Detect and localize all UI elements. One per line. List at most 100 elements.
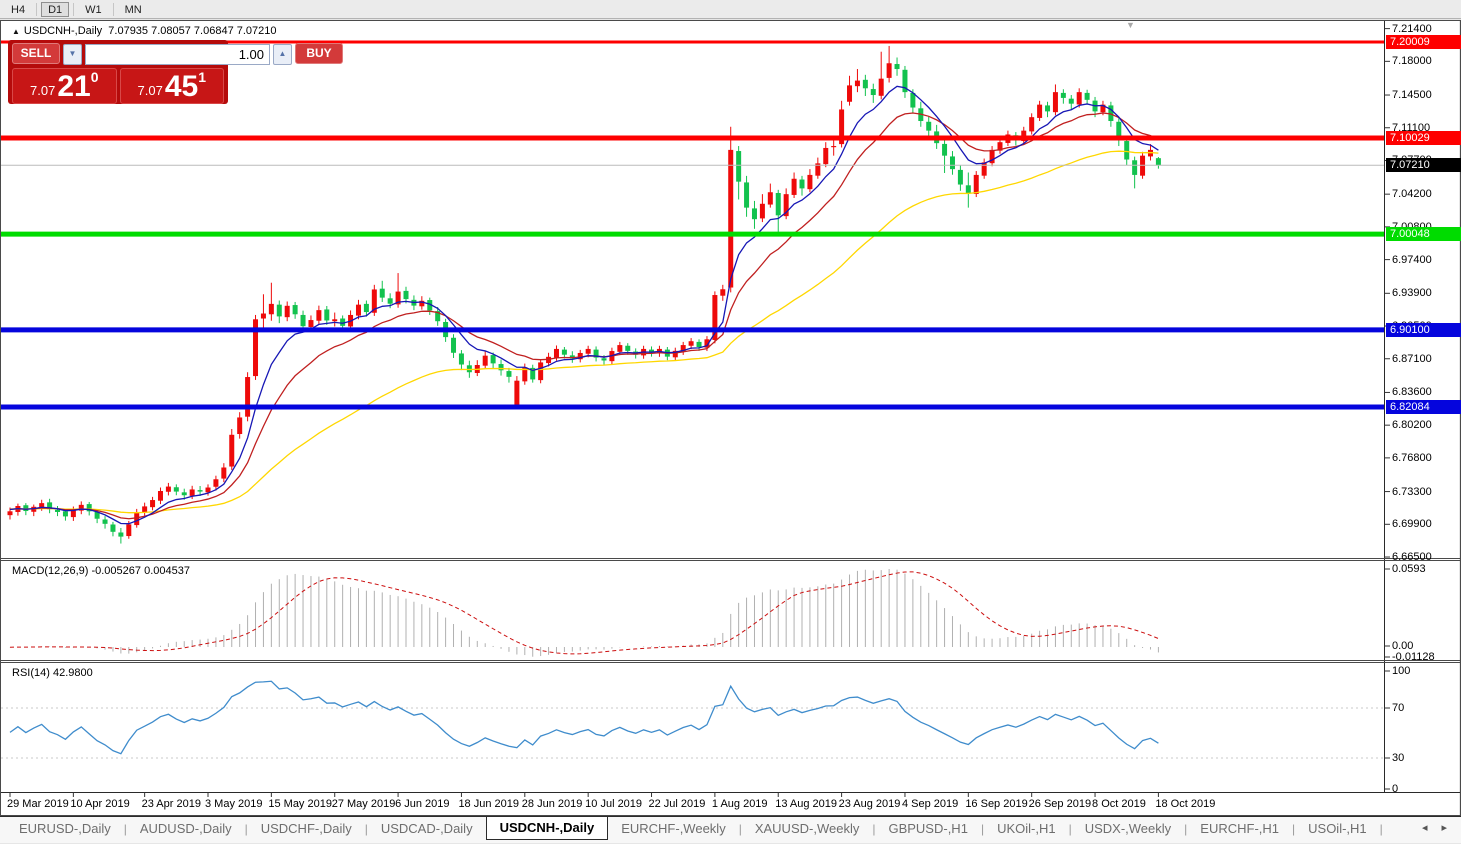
sell-price-big: 21 bbox=[57, 70, 91, 103]
chart-tab-bar: EURUSD-,Daily | AUDUSD-,Daily | USDCHF-,Dail… bbox=[0, 816, 1461, 843]
price-axis-tick: 6.73300 bbox=[1392, 485, 1432, 498]
macd-axis-tick: 0.0593 bbox=[1392, 563, 1426, 575]
price-axis-tick: 7.04200 bbox=[1392, 188, 1432, 201]
tab-scroll-right-icon[interactable]: ▸ bbox=[1441, 822, 1461, 834]
rsi-axis-tick: 100 bbox=[1392, 665, 1411, 677]
price-badge: 7.00048 bbox=[1386, 227, 1461, 242]
price-axis-tick: 6.80200 bbox=[1392, 419, 1432, 432]
tab-eurusd-daily[interactable]: EURUSD-,Daily bbox=[19, 821, 111, 836]
timeframe-h4-button[interactable]: H4 bbox=[4, 2, 32, 17]
tab-eurchf-h1[interactable]: EURCHF-,H1 bbox=[1200, 821, 1280, 836]
chart-title: ▲ USDCNH-,Daily 7.07935 7.08057 7.06847 7… bbox=[12, 25, 277, 37]
tab-audusd-daily[interactable]: AUDUSD-,Daily bbox=[139, 821, 232, 836]
tab-separator: | bbox=[123, 822, 127, 836]
sell-price-sup: 0 bbox=[90, 69, 99, 85]
tab-gbpusd-h1[interactable]: GBPUSD-,H1 bbox=[888, 821, 968, 836]
tab-separator: | bbox=[1292, 822, 1296, 836]
date-axis-label: 18 Jun 2019 bbox=[458, 798, 519, 810]
tab-separator: | bbox=[1379, 822, 1383, 836]
rsi-axis-tick: 30 bbox=[1392, 752, 1405, 764]
price-axis-tick: 7.18000 bbox=[1392, 55, 1432, 68]
tab-separator: | bbox=[1184, 822, 1188, 836]
date-axis-label: 13 Aug 2019 bbox=[775, 798, 838, 810]
toolbar-separator bbox=[73, 2, 75, 16]
price-axis-tick: 7.21400 bbox=[1392, 22, 1432, 35]
price-axis-tick: 7.11100 bbox=[1392, 121, 1431, 134]
timeframe-mn-button[interactable]: MN bbox=[118, 2, 149, 17]
price-badge: 6.90100 bbox=[1386, 322, 1461, 337]
tab-usdchf-daily[interactable]: USDCHF-,Daily bbox=[260, 821, 352, 836]
date-axis-label: 18 Oct 2019 bbox=[1155, 798, 1216, 810]
tab-eurchf-weekly[interactable]: EURCHF-,Weekly bbox=[621, 821, 726, 836]
price-axis-tick: 6.97400 bbox=[1392, 253, 1432, 266]
price-badge: 6.82084 bbox=[1386, 400, 1461, 415]
tab-separator: | bbox=[1068, 822, 1072, 836]
buy-price-sup: 1 bbox=[198, 69, 206, 85]
price-axis-tick: 6.76800 bbox=[1392, 451, 1432, 464]
timeframe-w1-button[interactable]: W1 bbox=[78, 2, 109, 17]
buy-price[interactable]: 7.07 45 1 bbox=[119, 68, 224, 104]
tab-usdx-weekly[interactable]: USDX-,Weekly bbox=[1084, 821, 1172, 836]
triangle-up-icon: ▲ bbox=[278, 49, 287, 58]
price-axis-tick: 6.66500 bbox=[1392, 551, 1432, 564]
timeframe-d1-button[interactable]: D1 bbox=[41, 1, 70, 17]
date-axis-label: 28 Jun 2019 bbox=[521, 798, 583, 810]
price-badge: 7.10029 bbox=[1386, 131, 1461, 146]
tab-separator: | bbox=[244, 822, 248, 836]
date-axis-label: 10 Jul 2019 bbox=[585, 798, 643, 810]
tab-usdcad-daily[interactable]: USDCAD-,Daily bbox=[380, 821, 473, 836]
tab-xauusd-weekly[interactable]: XAUUSD-,Weekly bbox=[754, 821, 860, 836]
date-axis-label: 29 Mar 2019 bbox=[7, 798, 69, 810]
date-axis-label: 4 Sep 2019 bbox=[901, 798, 959, 810]
volume-input[interactable] bbox=[85, 44, 270, 65]
price-axis-tick: 6.83600 bbox=[1392, 386, 1432, 399]
toolbar-separator bbox=[112, 2, 114, 16]
sell-button[interactable]: SELL bbox=[12, 43, 60, 64]
timeframe-toolbar: H4 D1 W1 MN bbox=[0, 0, 1461, 19]
tab-ukoil-h1[interactable]: UKOil-,H1 bbox=[997, 821, 1056, 836]
rsi-axis-tick: 70 bbox=[1392, 702, 1405, 714]
toolbar-separator bbox=[36, 2, 38, 16]
trade-panel-controls: SELL ▼ ▲ BUY bbox=[8, 40, 343, 67]
price-axis-tick: 6.69900 bbox=[1392, 518, 1432, 531]
one-click-trading-panel: SELL ▼ ▲ BUY 7.07 21 0 7.07 45 1 bbox=[8, 40, 343, 107]
chart-symbol-period: USDCNH-,Daily bbox=[23, 25, 103, 37]
sell-price-small: 7.07 bbox=[30, 83, 56, 98]
trade-panel-prices: 7.07 21 0 7.07 45 1 bbox=[8, 67, 228, 107]
buy-button[interactable]: BUY bbox=[295, 43, 343, 64]
tab-separator: | bbox=[980, 822, 985, 836]
price-axis-tick: 6.93900 bbox=[1392, 287, 1432, 300]
buy-price-small: 7.07 bbox=[137, 83, 163, 98]
expand-arrow-icon[interactable]: ▲ bbox=[12, 27, 20, 36]
tab-usoil-h1[interactable]: USOil-,H1 bbox=[1308, 821, 1367, 836]
rsi-axis-tick: 0 bbox=[1392, 783, 1399, 795]
price-badge: 7.07210 bbox=[1386, 158, 1461, 173]
macd-label: MACD(12,26,9) -0.005267 0.004537 bbox=[12, 565, 190, 577]
triangle-down-icon: ▼ bbox=[68, 49, 77, 58]
macd-axis-tick: 0.00 bbox=[1392, 640, 1414, 652]
tab-separator: | bbox=[738, 822, 742, 836]
rsi-label: RSI(14) 42.9800 bbox=[12, 667, 93, 679]
volume-increase-button[interactable]: ▲ bbox=[273, 44, 292, 65]
price-axis-tick: 6.87100 bbox=[1392, 352, 1432, 365]
tab-separator: | bbox=[872, 822, 876, 836]
date-axis-label: 27 May 2019 bbox=[331, 798, 396, 810]
buy-price-big: 45 bbox=[164, 70, 199, 103]
chart-shift-marker-icon[interactable]: ▼ bbox=[1126, 20, 1135, 30]
date-axis-label: 23 Aug 2019 bbox=[838, 798, 901, 810]
price-badge: 7.20009 bbox=[1386, 35, 1461, 49]
price-axis-tick: 7.14500 bbox=[1392, 89, 1432, 102]
date-axis-label: 22 Jul 2019 bbox=[648, 798, 706, 810]
date-axis-label: 1 Aug 2019 bbox=[711, 798, 768, 810]
tab-scroll-left-icon[interactable]: ◂ bbox=[1421, 822, 1442, 834]
volume-decrease-button[interactable]: ▼ bbox=[63, 44, 82, 65]
date-axis-label: 3 May 2019 bbox=[205, 798, 263, 810]
macd-axis-tick: -0.01128 bbox=[1392, 651, 1435, 663]
chart-ohlc-values: 7.07935 7.08057 7.06847 7.07210 bbox=[108, 25, 277, 37]
sell-price[interactable]: 7.07 21 0 bbox=[12, 68, 117, 104]
tab-separator: | bbox=[364, 822, 368, 836]
tab-usdcnh-daily[interactable]: USDCNH-,Daily bbox=[485, 817, 609, 840]
date-axis-label: 26 Sep 2019 bbox=[1028, 798, 1092, 810]
date-axis-label: 23 Apr 2019 bbox=[141, 798, 201, 810]
